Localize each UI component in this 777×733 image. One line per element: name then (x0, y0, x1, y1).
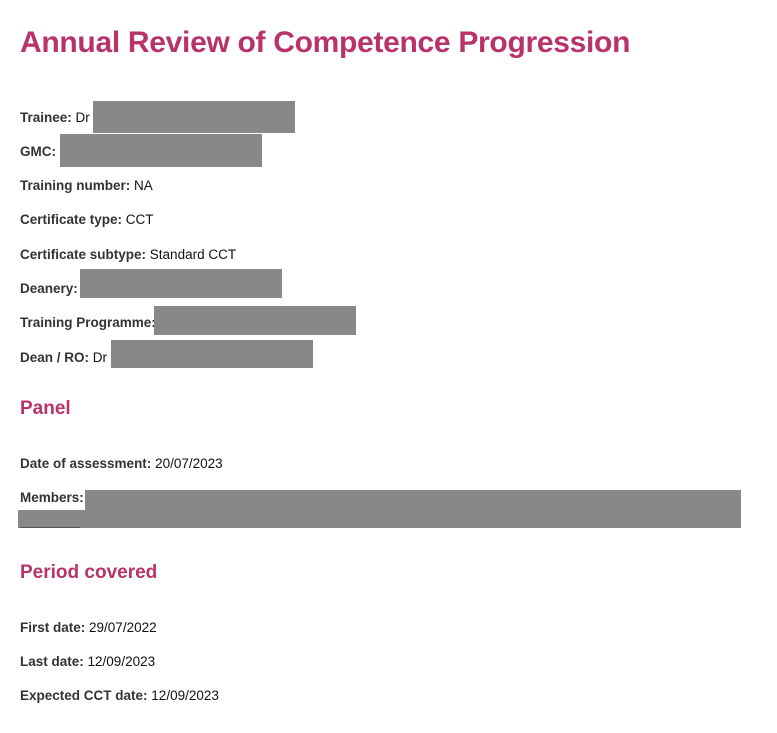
members-redaction-second-line (18, 510, 86, 528)
last-date-label: Last date: (20, 654, 84, 669)
date-of-assessment-label: Date of assessment: (20, 456, 152, 471)
certificate-type-value: CCT (125, 212, 154, 227)
last-date-value: 12/09/2023 (87, 654, 156, 669)
trainee-label: Trainee: (20, 110, 72, 125)
deanery-label: Deanery: (20, 281, 78, 296)
certificate-type-field: Certificate type: CCT (20, 210, 154, 230)
page-title: Annual Review of Competence Progression (20, 26, 631, 59)
expected-cct-date-field: Expected CCT date: 12/09/2023 (20, 686, 219, 706)
gmc-label: GMC: (20, 144, 56, 159)
last-date-field: Last date: 12/09/2023 (20, 652, 155, 672)
first-date-value: 29/07/2022 (89, 620, 157, 635)
members-label: Members: (20, 490, 84, 505)
date-of-assessment-field: Date of assessment: 20/07/2023 (20, 454, 223, 474)
members-field: Members: (20, 488, 84, 508)
training-number-field: Training number: NA (20, 176, 153, 196)
training-programme-redaction (154, 306, 356, 335)
dean-ro-label: Dean / RO: (20, 350, 90, 365)
dean-ro-value: Dr (92, 350, 108, 365)
first-date-label: First date: (20, 620, 86, 635)
trainee-field: Trainee: Dr (20, 108, 90, 128)
members-redaction (85, 490, 741, 528)
dean-ro-field: Dean / RO: Dr (20, 348, 107, 368)
certificate-subtype-field: Certificate subtype: Standard CCT (20, 245, 236, 265)
period-covered-heading: Period covered (20, 562, 158, 583)
trainee-redaction (93, 101, 295, 133)
training-number-label: Training number: (20, 178, 131, 193)
training-programme-label: Training Programme: (20, 315, 156, 330)
gmc-field: GMC: (20, 142, 56, 162)
trainee-value: Dr (75, 110, 90, 125)
training-programme-field: Training Programme: (20, 313, 156, 333)
expected-cct-date-label: Expected CCT date: (20, 688, 148, 703)
panel-heading: Panel (20, 398, 71, 419)
certificate-type-label: Certificate type: (20, 212, 123, 227)
date-of-assessment-value: 20/07/2023 (155, 456, 223, 471)
gmc-redaction (60, 134, 262, 167)
expected-cct-date-value: 12/09/2023 (151, 688, 219, 703)
certificate-subtype-label: Certificate subtype: (20, 247, 147, 262)
text-remnant-mark (20, 527, 80, 528)
deanery-field: Deanery: (20, 279, 78, 299)
dean-ro-redaction (111, 340, 313, 368)
deanery-redaction (80, 269, 282, 298)
certificate-subtype-value: Standard CCT (149, 247, 237, 262)
training-number-value: NA (134, 178, 153, 193)
first-date-field: First date: 29/07/2022 (20, 618, 157, 638)
